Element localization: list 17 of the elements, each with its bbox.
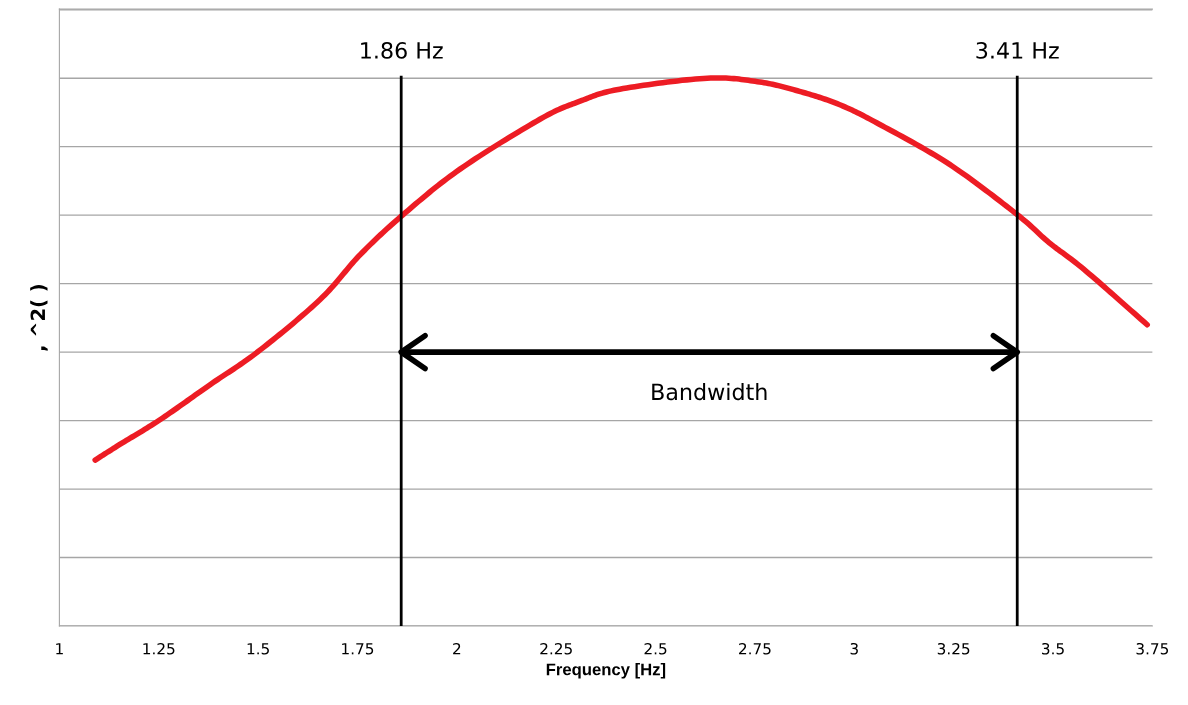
x-tick-label: 3.5 <box>1042 642 1064 655</box>
x-tick-label: 3.25 <box>937 642 970 655</box>
ref-line-label: 1.86 Hz <box>361 41 443 59</box>
x-tick-label: 2.75 <box>739 642 771 655</box>
x-axis-title: Frequency [Hz] <box>546 663 666 679</box>
x-tick-label: 1.75 <box>342 643 374 655</box>
x-tick-label: 3 <box>850 642 858 655</box>
x-tick-label: 2.25 <box>540 642 572 655</box>
x-tick-label: 1.5 <box>247 643 269 655</box>
x-tick-label: 1 <box>56 643 63 655</box>
y-axis-title: , ^2( ) <box>30 285 48 351</box>
annotation: Bandwidth <box>652 383 767 401</box>
x-tick-label: 3.75 <box>1136 642 1169 655</box>
x-tick-label: 2 <box>453 642 461 655</box>
ref-line-label: 3.41 Hz <box>976 41 1059 59</box>
x-tick-label: 2.5 <box>644 642 667 655</box>
x-tick-label: 1.25 <box>143 642 175 655</box>
